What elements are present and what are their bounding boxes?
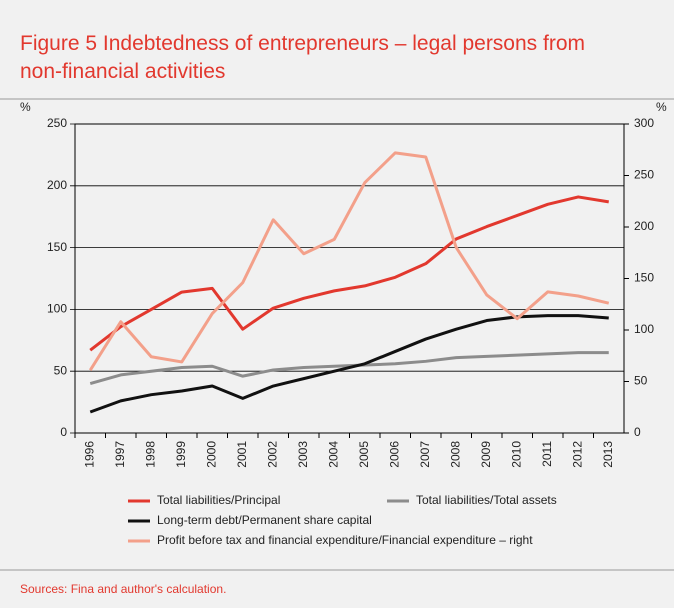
y-tick-label: 100 xyxy=(47,302,67,316)
legend-label: Total liabilities/Principal xyxy=(157,493,280,507)
title-line: non-financial activities xyxy=(20,60,225,83)
x-tick-label: 2002 xyxy=(265,441,279,468)
x-tick-label: 2005 xyxy=(357,441,371,468)
title-line: Figure 5 Indebtedness of entrepreneurs –… xyxy=(20,32,585,55)
series-line xyxy=(89,314,609,414)
legend-label: Profit before tax and financial expendit… xyxy=(157,533,533,547)
legend-label: Total liabilities/Total assets xyxy=(416,493,557,507)
series-line xyxy=(89,195,609,352)
y-tick-label: 50 xyxy=(54,363,68,377)
chart-title: Figure 5 Indebtedness of entrepreneurs –… xyxy=(20,32,585,83)
series-line xyxy=(88,151,610,371)
x-tick-label: 2013 xyxy=(601,441,615,468)
x-tick-label: 1997 xyxy=(113,441,127,468)
legend-label: Long-term debt/Permanent share capital xyxy=(157,513,372,527)
x-tick-label: 2012 xyxy=(570,441,584,468)
y-tick-label: 150 xyxy=(47,240,67,254)
y2-tick-label: 50 xyxy=(634,374,648,388)
x-tick-label: 2007 xyxy=(418,441,432,468)
x-tick-label: 2008 xyxy=(448,441,462,468)
y-tick-label: 0 xyxy=(60,425,67,439)
x-tick-label: 1996 xyxy=(82,441,96,468)
x-tick-label: 2009 xyxy=(479,441,493,468)
source: Sources: Fina and author's calculation. xyxy=(20,582,226,596)
x-tick-label: 2006 xyxy=(387,441,401,468)
y2-axis-title: % xyxy=(656,100,667,114)
plot-area xyxy=(74,123,625,434)
y-tick-label: 200 xyxy=(47,178,67,192)
x-tick-label: 2010 xyxy=(509,441,523,468)
x-tick-label: 2011 xyxy=(540,441,554,467)
x-tick-label: 2000 xyxy=(204,441,218,468)
y2-tick-label: 200 xyxy=(634,219,654,233)
y2-tick-label: 100 xyxy=(634,322,654,336)
y-axis-title: % xyxy=(20,100,31,114)
y2-tick-label: 150 xyxy=(634,271,654,285)
x-tick-label: 1998 xyxy=(143,441,157,468)
x-tick-label: 2004 xyxy=(326,441,340,468)
y2-tick-label: 300 xyxy=(634,116,654,130)
x-tick-label: 1999 xyxy=(174,441,188,468)
x-tick-label: 2001 xyxy=(235,441,249,468)
y2-tick-label: 250 xyxy=(634,168,654,182)
y-tick-label: 250 xyxy=(47,116,67,130)
series-line xyxy=(89,351,609,386)
x-tick-label: 2003 xyxy=(296,441,310,468)
y2-tick-label: 0 xyxy=(634,425,641,439)
